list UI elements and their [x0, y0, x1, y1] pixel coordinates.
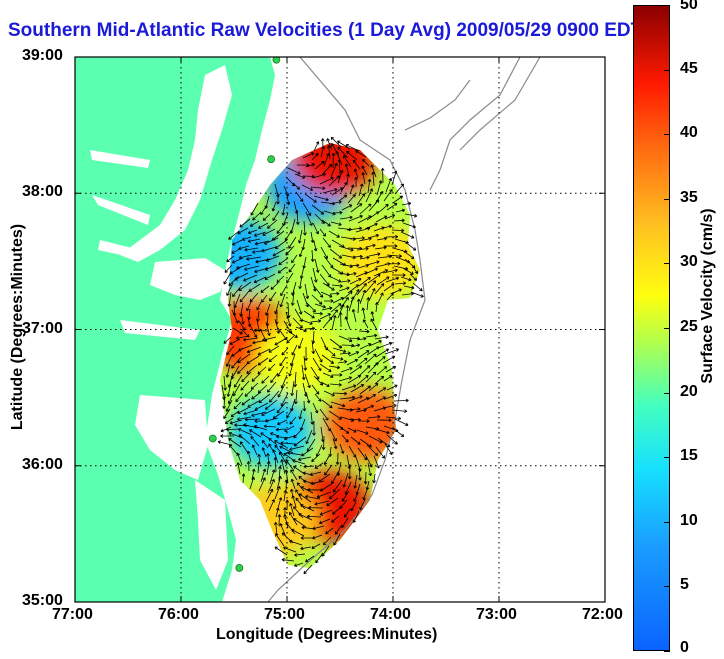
colorbar-tick-mark	[664, 457, 670, 459]
colorbar-tick-label: 45	[680, 59, 698, 77]
radar-station-3[interactable]	[235, 564, 244, 572]
colorbar-tick-label: 15	[680, 447, 698, 465]
radar-station-0[interactable]	[272, 56, 281, 64]
colorbar-tick-mark	[664, 392, 670, 394]
colorbar-tick-mark	[664, 263, 670, 265]
colorbar-tick-label: 35	[680, 188, 698, 206]
radar-station-2[interactable]	[208, 434, 217, 443]
colorbar	[633, 5, 670, 651]
radar-station-1[interactable]	[267, 155, 276, 164]
colorbar-tick-mark	[664, 69, 670, 71]
colorbar-tick-label: 30	[680, 253, 698, 271]
colorbar-tick-label: 50	[680, 0, 698, 13]
y-tick-label: 38:00	[22, 183, 63, 201]
x-tick-label: 73:00	[476, 606, 517, 623]
x-tick-label: 72:00	[582, 606, 623, 623]
bathymetry-contours	[267, 57, 541, 602]
colorbar-tick-label: 5	[680, 576, 689, 594]
axis-ticks	[74, 56, 606, 603]
colorbar-tick-mark	[664, 651, 670, 652]
colorbar-tick-label: 0	[680, 639, 689, 656]
colorbar-tick-label: 40	[680, 124, 698, 142]
page-title: Southern Mid-Atlantic Raw Velocities (1 …	[8, 20, 643, 41]
y-tick-label: 37:00	[22, 319, 63, 337]
x-tick-label: 77:00	[52, 606, 93, 623]
x-tick-label: 76:00	[158, 606, 199, 623]
colorbar-tick-label: 10	[680, 511, 698, 529]
colorbar-tick-label: 25	[680, 318, 698, 335]
y-axis-label: Latitude (Degrees:Minutes)	[9, 223, 26, 431]
velocity-region-6	[229, 395, 314, 468]
colorbar-tick-mark	[664, 586, 670, 588]
colorbar-tick-mark	[664, 328, 670, 329]
radar-stations[interactable]	[208, 56, 281, 572]
y-tick-label: 36:00	[22, 455, 63, 473]
y-tick-label: 39:00	[22, 47, 63, 64]
colorbar-tick-mark	[664, 134, 670, 136]
y-tick-label: 35:00	[22, 592, 63, 609]
plot-area	[75, 56, 605, 602]
colorbar-tick-mark	[664, 5, 670, 6]
colorbar-tick-mark	[664, 521, 670, 523]
grid-lines	[75, 57, 605, 602]
colorbar-label: Surface Velocity (cm/s)	[699, 208, 716, 384]
velocity-region-1	[220, 218, 282, 291]
x-axis-label: Longitude (Degrees:Minutes)	[216, 626, 438, 643]
colorbar-tick-mark	[664, 198, 670, 200]
colorbar-tick-label: 20	[680, 382, 698, 400]
velocity-arrows	[217, 136, 424, 575]
x-tick-label: 75:00	[264, 606, 305, 623]
velocity-region-3	[340, 225, 420, 298]
arrow-glyphs	[217, 136, 424, 575]
x-tick-label: 74:00	[370, 606, 411, 623]
